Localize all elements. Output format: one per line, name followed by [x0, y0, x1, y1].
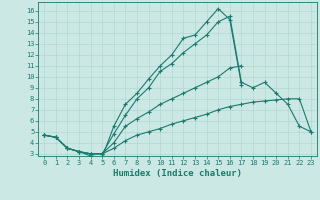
X-axis label: Humidex (Indice chaleur): Humidex (Indice chaleur): [113, 169, 242, 178]
